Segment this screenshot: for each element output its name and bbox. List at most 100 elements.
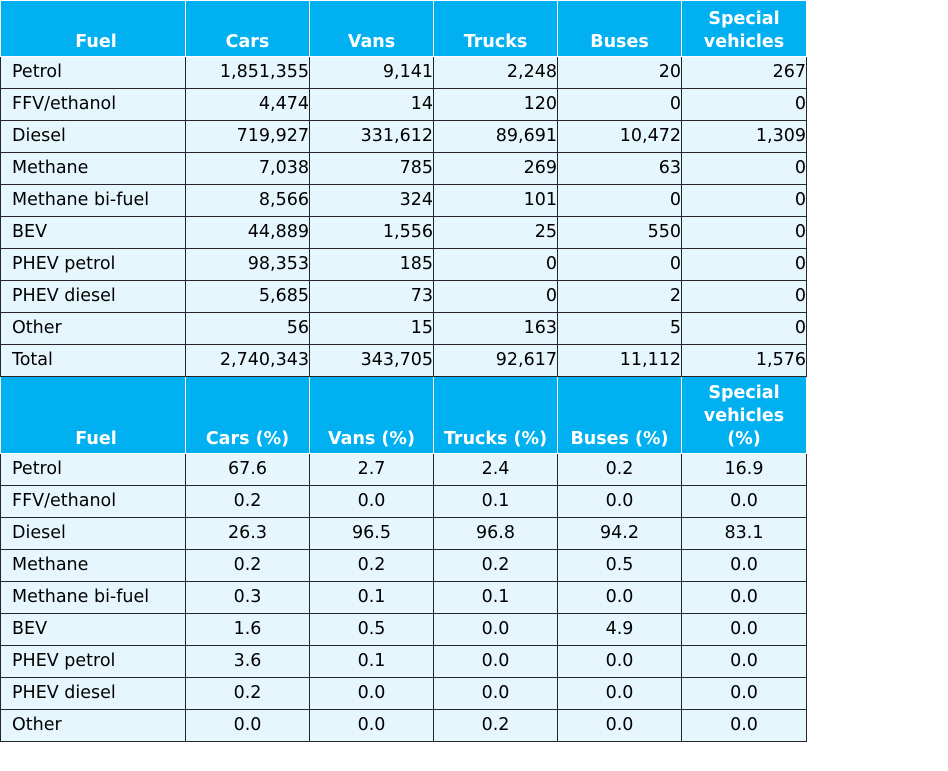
fuel-label-cell: PHEV diesel <box>0 280 186 313</box>
value-cell: 0.2 <box>185 677 310 710</box>
value-cell: 83.1 <box>681 517 807 550</box>
value-cell: 15 <box>309 312 434 345</box>
table-row: Methane bi-fuel 0.3 0.1 0.1 0.0 0.0 <box>0 581 807 614</box>
value-cell: 0.0 <box>557 581 682 614</box>
value-cell: 0.0 <box>681 613 807 646</box>
value-cell: 0 <box>681 248 807 281</box>
table-row: Total 2,740,343 343,705 92,617 11,112 1,576 <box>0 344 807 377</box>
value-cell: 0 <box>557 248 682 281</box>
table-row: Methane 7,038 785 269 63 0 <box>0 152 807 185</box>
value-cell: 0.1 <box>309 581 434 614</box>
fuel-label-cell: Petrol <box>0 56 186 89</box>
header-fuel: Fuel <box>0 0 186 57</box>
fuel-label-cell: Methane <box>0 152 186 185</box>
value-cell: 67.6 <box>185 453 310 486</box>
table-row: BEV 1.6 0.5 0.0 4.9 0.0 <box>0 613 807 646</box>
value-cell: 0 <box>681 216 807 249</box>
value-cell: 7,038 <box>185 152 310 185</box>
table-row: Diesel 26.3 96.5 96.8 94.2 83.1 <box>0 517 807 550</box>
percent-body: Petrol 67.6 2.7 2.4 0.2 16.9 FFV/ethanol 0.2 0.0… <box>0 453 807 742</box>
value-cell: 14 <box>309 88 434 121</box>
value-cell: 5 <box>557 312 682 345</box>
value-cell: 0.0 <box>557 677 682 710</box>
header-vans: Vans <box>309 0 434 57</box>
value-cell: 11,112 <box>557 344 682 377</box>
value-cell: 0 <box>557 184 682 217</box>
value-cell: 343,705 <box>309 344 434 377</box>
value-cell: 8,566 <box>185 184 310 217</box>
value-cell: 10,472 <box>557 120 682 153</box>
value-cell: 719,927 <box>185 120 310 153</box>
value-cell: 2.4 <box>433 453 558 486</box>
value-cell: 267 <box>681 56 807 89</box>
value-cell: 101 <box>433 184 558 217</box>
percent-header-group: Fuel Cars (%) Vans (%) Trucks (%) Buses … <box>0 376 807 454</box>
value-cell: 1.6 <box>185 613 310 646</box>
header-special-vehicles: Special vehicles <box>681 0 807 57</box>
value-cell: 0.0 <box>557 709 682 742</box>
fuel-label-cell: PHEV petrol <box>0 645 186 678</box>
table-row: Petrol 67.6 2.7 2.4 0.2 16.9 <box>0 453 807 486</box>
value-cell: 0.3 <box>185 581 310 614</box>
header-buses: Buses <box>557 0 682 57</box>
fuel-label-cell: Methane bi-fuel <box>0 581 186 614</box>
value-cell: 269 <box>433 152 558 185</box>
value-cell: 0.0 <box>433 613 558 646</box>
value-cell: 0.2 <box>433 709 558 742</box>
fuel-label-cell: Diesel <box>0 517 186 550</box>
value-cell: 0.5 <box>309 613 434 646</box>
value-cell: 26.3 <box>185 517 310 550</box>
value-cell: 16.9 <box>681 453 807 486</box>
value-cell: 96.8 <box>433 517 558 550</box>
value-cell: 0.1 <box>433 581 558 614</box>
value-cell: 56 <box>185 312 310 345</box>
value-cell: 785 <box>309 152 434 185</box>
value-cell: 4.9 <box>557 613 682 646</box>
table-row: Diesel 719,927 331,612 89,691 10,472 1,309 <box>0 120 807 153</box>
table-row: Other 0.0 0.0 0.2 0.0 0.0 <box>0 709 807 742</box>
table-row: Petrol 1,851,355 9,141 2,248 20 267 <box>0 56 807 89</box>
value-cell: 1,556 <box>309 216 434 249</box>
value-cell: 0 <box>433 248 558 281</box>
fuel-label-cell: Methane <box>0 549 186 582</box>
value-cell: 3.6 <box>185 645 310 678</box>
fuel-label-cell: Other <box>0 709 186 742</box>
value-cell: 0.0 <box>309 485 434 518</box>
value-cell: 0 <box>681 88 807 121</box>
value-cell: 324 <box>309 184 434 217</box>
value-cell: 331,612 <box>309 120 434 153</box>
value-cell: 0 <box>681 152 807 185</box>
value-cell: 0.2 <box>185 485 310 518</box>
fuel-label-cell: PHEV diesel <box>0 677 186 710</box>
value-cell: 0.1 <box>309 645 434 678</box>
value-cell: 185 <box>309 248 434 281</box>
value-cell: 0.2 <box>557 453 682 486</box>
value-cell: 0.2 <box>185 549 310 582</box>
percent-header-row: Fuel Cars (%) Vans (%) Trucks (%) Buses … <box>0 376 807 454</box>
value-cell: 0.2 <box>309 549 434 582</box>
value-cell: 0.0 <box>681 549 807 582</box>
header-trucks: Trucks <box>433 0 558 57</box>
table-row: Methane bi-fuel 8,566 324 101 0 0 <box>0 184 807 217</box>
table-row: Methane 0.2 0.2 0.2 0.5 0.0 <box>0 549 807 582</box>
table-row: PHEV diesel 5,685 73 0 2 0 <box>0 280 807 313</box>
fuel-label-cell: BEV <box>0 613 186 646</box>
value-cell: 0 <box>681 184 807 217</box>
value-cell: 92,617 <box>433 344 558 377</box>
value-cell: 96.5 <box>309 517 434 550</box>
header-fuel-pct: Fuel <box>0 376 186 454</box>
value-cell: 0.0 <box>433 677 558 710</box>
fuel-label-cell: Petrol <box>0 453 186 486</box>
table-row: FFV/ethanol 4,474 14 120 0 0 <box>0 88 807 121</box>
table-row: PHEV petrol 98,353 185 0 0 0 <box>0 248 807 281</box>
value-cell: 63 <box>557 152 682 185</box>
value-cell: 25 <box>433 216 558 249</box>
header-cars-pct: Cars (%) <box>185 376 310 454</box>
table-row: FFV/ethanol 0.2 0.0 0.1 0.0 0.0 <box>0 485 807 518</box>
value-cell: 0.0 <box>557 485 682 518</box>
value-cell: 0.0 <box>681 581 807 614</box>
value-cell: 0.0 <box>185 709 310 742</box>
value-cell: 2.7 <box>309 453 434 486</box>
header-cars: Cars <box>185 0 310 57</box>
value-cell: 0.5 <box>557 549 682 582</box>
